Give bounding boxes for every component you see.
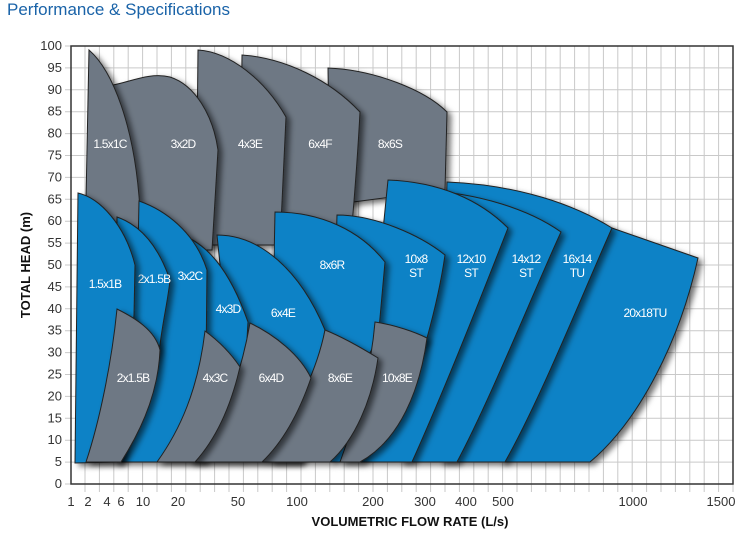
x-tick-label: 200 — [362, 494, 384, 509]
x-tick-label: 6 — [117, 494, 124, 509]
y-tick-label: 85 — [48, 104, 62, 119]
region-label: 2x1.5B — [138, 272, 171, 286]
region-label: 8x6R — [320, 258, 346, 272]
region-label: 8x6S — [378, 137, 403, 151]
region-label: 20x18TU — [623, 306, 666, 320]
region-label: 6x4D — [259, 371, 285, 385]
x-tick-label: 20 — [171, 494, 185, 509]
y-tick-label: 35 — [48, 323, 62, 338]
x-axis-label: VOLUMETRIC FLOW RATE (L/s) — [312, 514, 509, 529]
region-4x3c: 4x3C — [156, 330, 241, 463]
y-tick-label: 5 — [55, 454, 62, 469]
y-tick-label: 10 — [48, 432, 62, 447]
region-label: 4x3C — [203, 371, 229, 385]
region-2x1-5b: 2x1.5B — [85, 308, 161, 463]
x-tick-label: 1500 — [707, 494, 736, 509]
x-tick-label: 400 — [455, 494, 477, 509]
x-tick-label: 1 — [67, 494, 74, 509]
x-tick-label: 500 — [492, 494, 514, 509]
region-label: 16x14 TU — [563, 252, 593, 280]
y-tick-label: 55 — [48, 235, 62, 250]
plot-frame — [70, 45, 734, 485]
x-tick-label: 100 — [286, 494, 308, 509]
y-tick-label: 40 — [48, 301, 62, 316]
region-label: 3x2C — [178, 269, 204, 283]
region-label: 2x1.5B — [117, 371, 150, 385]
x-tick-label: 50 — [231, 494, 245, 509]
y-tick-label: 90 — [48, 82, 62, 97]
region-shape — [85, 308, 161, 463]
region-label: 10x8E — [382, 371, 413, 385]
region-8x6s: 8x6S — [327, 67, 448, 206]
region-shape — [156, 330, 241, 463]
y-tick-label: 30 — [48, 345, 62, 360]
y-tick-label: 45 — [48, 279, 62, 294]
y-tick-label: 60 — [48, 213, 62, 228]
region-4x3e: 4x3E — [195, 49, 287, 246]
region-label: 8x6E — [328, 371, 353, 385]
region-label: 4x3D — [216, 302, 242, 316]
x-tick-label: 1000 — [619, 494, 648, 509]
y-tick-label: 20 — [48, 388, 62, 403]
y-tick-label: 50 — [48, 257, 62, 272]
axes: 0 5 10 15 20 25 30 35 40 45 50 55 60 65 70 75 80 85 90 95 10… — [40, 38, 735, 509]
region-6x4d: 6x4D — [193, 322, 312, 463]
x-tick-label: 10 — [136, 494, 150, 509]
region-label: 6x4E — [271, 306, 296, 320]
y-tick-label: 25 — [48, 367, 62, 382]
y-tick-label: 70 — [48, 169, 62, 184]
region-label: 12x10 ST — [457, 252, 487, 280]
y-tick-label: 100 — [40, 38, 62, 53]
y-tick-label: 95 — [48, 60, 62, 75]
region-label: 10x8 ST — [405, 252, 429, 280]
y-tick-label: 75 — [48, 148, 62, 163]
region-shape — [327, 67, 448, 206]
x-tick-label: 4 — [103, 494, 110, 509]
region-label: 1.5x1B — [89, 277, 122, 291]
y-tick-label: 65 — [48, 191, 62, 206]
region-label: 3x2D — [171, 137, 197, 151]
x-tick-label: 2 — [84, 494, 91, 509]
y-axis-label: TOTAL HEAD (m) — [18, 212, 33, 318]
regions: 8x6S 6x4F 4x3E 3x2D 1.5x1C 20x18TU 16x14 TU 14x1… — [74, 48, 699, 464]
y-tick-label: 15 — [48, 410, 62, 425]
region-label: 6x4F — [308, 137, 332, 151]
y-tick-label: 0 — [55, 476, 62, 491]
region-label: 4x3E — [238, 137, 263, 151]
region-label: 1.5x1C — [93, 137, 127, 151]
page-title: Performance & Specifications — [7, 0, 230, 19]
region-label: 14x12 ST — [512, 252, 542, 280]
region-shape — [195, 49, 287, 246]
x-tick-label: 300 — [414, 494, 436, 509]
y-tick-label: 80 — [48, 126, 62, 141]
